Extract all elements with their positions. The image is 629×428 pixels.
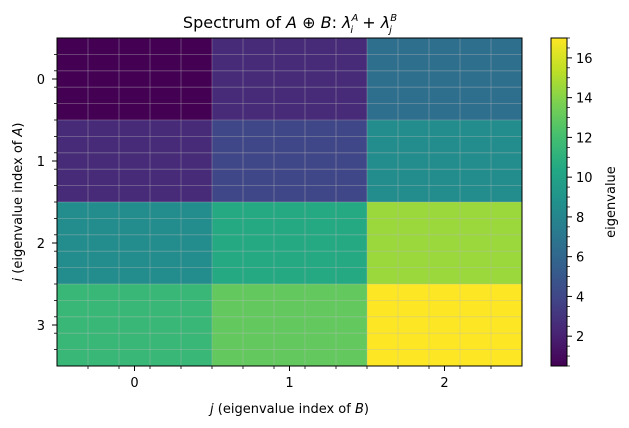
heatmap-cell-2-2 xyxy=(367,202,523,285)
heatmap-cell-2-0 xyxy=(57,202,213,285)
colorbar-tick-label-16: 16 xyxy=(576,52,593,67)
heatmap-cell-0-0 xyxy=(57,38,213,121)
colorbar-tick-label-4: 4 xyxy=(576,290,584,305)
colorbar-tick-label-12: 12 xyxy=(576,131,593,146)
x-axis-label: j (eigenvalue index of B) xyxy=(208,402,369,417)
heatmap-cell-3-2 xyxy=(367,284,523,367)
x-tick-label-0: 0 xyxy=(130,376,138,391)
colorbar-label: eigenvalue xyxy=(604,166,619,238)
heatmap-cell-0-1 xyxy=(212,38,368,121)
colorbar-tick-label-6: 6 xyxy=(576,251,584,266)
colorbar-tick-label-2: 2 xyxy=(576,330,584,345)
heatmap-cell-3-1 xyxy=(212,284,368,367)
y-tick-label-1: 1 xyxy=(37,155,45,170)
heatmap-cell-1-2 xyxy=(367,120,523,203)
x-tick-label-2: 2 xyxy=(440,376,448,391)
colorbar xyxy=(550,37,568,367)
chart-title: Spectrum of A ⊕ B: λA i + λB j xyxy=(183,13,397,36)
heatmap-cell-3-0 xyxy=(57,284,213,367)
y-tick-label-2: 2 xyxy=(37,237,45,252)
y-tick-label-0: 0 xyxy=(37,73,45,88)
colorbar-tick-label-8: 8 xyxy=(576,211,584,226)
heatmap-cell-1-1 xyxy=(212,120,368,203)
y-tick-label-3: 3 xyxy=(37,319,45,334)
heatmap-cell-1-0 xyxy=(57,120,213,203)
colorbar-tick-label-10: 10 xyxy=(576,171,593,186)
heatmap-cell-0-2 xyxy=(367,38,523,121)
y-axis-label: i (eigenvalue index of A) xyxy=(11,123,26,282)
x-tick-label-1: 1 xyxy=(285,376,293,391)
heatmap-cell-2-1 xyxy=(212,202,368,285)
colorbar-tick-label-14: 14 xyxy=(576,92,593,107)
